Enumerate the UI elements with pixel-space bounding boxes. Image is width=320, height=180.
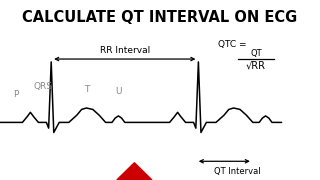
Text: CALCULATE QT INTERVAL ON ECG: CALCULATE QT INTERVAL ON ECG bbox=[22, 10, 298, 26]
Polygon shape bbox=[117, 163, 152, 180]
Text: QT: QT bbox=[250, 49, 262, 58]
Text: RR Interval: RR Interval bbox=[100, 46, 150, 55]
Text: √RR: √RR bbox=[246, 60, 266, 71]
Text: QT Interval: QT Interval bbox=[214, 167, 260, 176]
Text: QRS: QRS bbox=[34, 82, 53, 91]
Text: QTC =: QTC = bbox=[218, 40, 246, 49]
Text: U: U bbox=[115, 87, 122, 96]
Text: T: T bbox=[84, 85, 89, 94]
Text: P: P bbox=[13, 90, 19, 99]
